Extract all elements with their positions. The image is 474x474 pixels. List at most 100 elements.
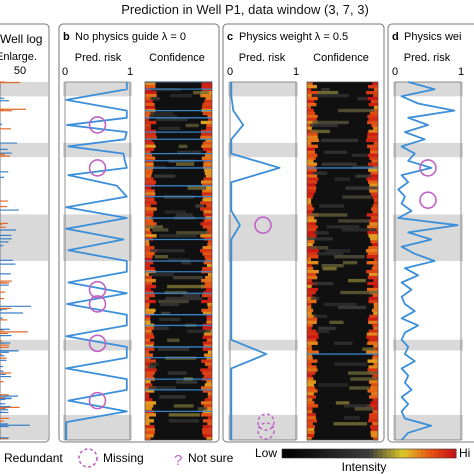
- panel-b-confidence-edge-left: [145, 129, 157, 134]
- panel-c-confidence-edge-left: [307, 266, 314, 271]
- panel-c-confidence-texture: [337, 108, 375, 113]
- panel-b-confidence-edge-right: [203, 332, 212, 336]
- panel-b-confidence-edge-left: [145, 368, 157, 372]
- panel-b-confidence-texture: [187, 186, 205, 190]
- panel-c-confidence-edge-right: [367, 153, 378, 157]
- panel-b-confidence-edge-right: [204, 362, 212, 366]
- panel-b-confidence-texture: [176, 231, 209, 235]
- panel-b-confidence-edge-right: [201, 192, 212, 196]
- panel-c-confidence-edge-left: [307, 141, 312, 146]
- panel-c-confidence-edge-right: [367, 252, 378, 256]
- panel-c-confidence-edge-right: [371, 99, 378, 104]
- panel-b-confidence-edge-right: [202, 428, 212, 432]
- panel-c-confidence-edge-right: [367, 96, 378, 101]
- panel-c-confidence-edge-right: [370, 428, 378, 432]
- panel-b-confidence-texture: [159, 317, 181, 322]
- panel-c-confidence-edge-right: [366, 332, 378, 336]
- panel-b-confidence-edge-left: [145, 198, 155, 202]
- panel-c-confidence-edge-right: [370, 192, 378, 196]
- panel-b-confidence-edge-left: [145, 237, 154, 241]
- colorbar-segment: [412, 449, 418, 458]
- panel-b-confidence-edge-left: [145, 213, 154, 217]
- panel-b-confidence-edge-right: [204, 168, 212, 172]
- panel-c-confidence-edge-right: [370, 216, 378, 220]
- panel-c-confidence-edge-left: [307, 147, 315, 152]
- panel-b-confidence-edge-left: [145, 329, 152, 333]
- panel-c-confidence-edge-right: [368, 395, 378, 399]
- panel-b-confidence-edge-left: [145, 222, 157, 226]
- panel-c-confidence-edge-right: [366, 177, 378, 181]
- panel-b-confidence-edge-left: [145, 344, 154, 348]
- panel-c-confidence-edge-left: [307, 111, 316, 116]
- panel-b-confidence-texture: [167, 338, 180, 342]
- panel-c-letter: c: [227, 31, 233, 43]
- colorbar-segment: [308, 449, 313, 458]
- panel-c-confidence-edge-right: [373, 284, 378, 289]
- panel-b-confidence-edge-right: [202, 189, 212, 193]
- panel-b-confidence-edge-left: [145, 359, 156, 363]
- panel-b-gray-band: [63, 414, 132, 440]
- panel-b-confidence-edge-left: [145, 144, 156, 149]
- panel-b-confidence-edge-right: [207, 228, 212, 232]
- panel-b-confidence-edge-left: [145, 398, 153, 402]
- panel-b-confidence-edge-left: [145, 404, 154, 408]
- redundant-marker: [254, 216, 272, 234]
- panel-b-confidence-edge-left: [145, 278, 156, 283]
- colorbar-segment: [425, 449, 431, 458]
- panel-b-confidence-edge-left: [145, 207, 157, 211]
- panel-a-tick: 50: [14, 65, 26, 77]
- panel-c-confidence-edge-right: [371, 207, 378, 211]
- panel-c-confidence-edge-left: [307, 84, 317, 89]
- colorbar-segment: [434, 449, 440, 458]
- panel-b-gray-band: [63, 214, 132, 261]
- panel-c-confidence-texture: [337, 219, 370, 223]
- panel-b-confidence-texture: [195, 204, 205, 208]
- panel-b-confidence-edge-left: [145, 383, 153, 387]
- panel-c-confidence-edge-left: [307, 356, 313, 360]
- panel-c-confidence-edge-left: [307, 228, 317, 232]
- panel-c-confidence-edge-left: [307, 314, 316, 319]
- panel-b-confidence-texture: [149, 114, 178, 119]
- colorbar-segment: [321, 449, 326, 458]
- panel-c-confidence-edge-right: [366, 404, 378, 408]
- panel-b-confidence-edge-left: [145, 263, 151, 268]
- redundant-marker: [88, 295, 107, 313]
- panel-b-confidence-texture: [154, 174, 176, 178]
- panel-c-confidence-edge-left: [307, 105, 312, 110]
- panel-c-confidence-edge-left: [307, 272, 317, 277]
- panel-b-confidence-edge-right: [200, 401, 212, 405]
- panel-c-confidence-texture: [321, 263, 344, 268]
- colorbar-segment: [282, 449, 287, 458]
- panel-a-gray-band: [0, 214, 48, 261]
- panel-c-confidence-edge-left: [307, 156, 316, 160]
- panel-b-confidence-edge-right: [206, 150, 212, 154]
- panel-c-confidence-edge-left: [307, 395, 317, 399]
- panel-c-confidence-edge-right: [370, 240, 378, 244]
- panel-c-confidence-edge-right: [373, 263, 378, 268]
- panel-c-confidence-edge-right: [368, 234, 378, 238]
- panel-b-gray-band: [63, 339, 132, 351]
- panel-b-confidence-edge-left: [145, 281, 153, 286]
- panel-b-confidence-edge-right: [200, 207, 212, 211]
- panel-b-confidence-texture: [177, 150, 202, 154]
- panel-c-confidence-edge-right: [373, 437, 378, 441]
- panel-b-conf-label: Confidence: [149, 52, 205, 64]
- colorbar-segment: [429, 449, 435, 458]
- panel-b-confidence-edge-left: [145, 296, 150, 301]
- panel-b-confidence-edge-right: [205, 275, 212, 280]
- panel-c-confidence-texture: [342, 195, 372, 199]
- panel-b-confidence-edge-left: [145, 111, 155, 116]
- colorbar-segment: [395, 449, 400, 458]
- panel-a-label: Well log: [0, 32, 42, 46]
- panel-c-confidence-edge-left: [307, 323, 313, 328]
- panel-c-confidence-edge-right: [367, 368, 378, 372]
- panel-b-confidence-edge-right: [202, 341, 212, 345]
- panel-c-confidence-edge-left: [307, 308, 314, 313]
- panel-c-confidence-edge-left: [307, 114, 318, 119]
- panel-c-confidence-texture: [317, 90, 339, 95]
- panel-b-confidence-edge-right: [202, 326, 212, 331]
- panel-b-confidence-edge-left: [145, 210, 154, 214]
- panel-b-confidence-edge-right: [202, 147, 212, 152]
- panel-b-confidence-edge-left: [145, 135, 157, 140]
